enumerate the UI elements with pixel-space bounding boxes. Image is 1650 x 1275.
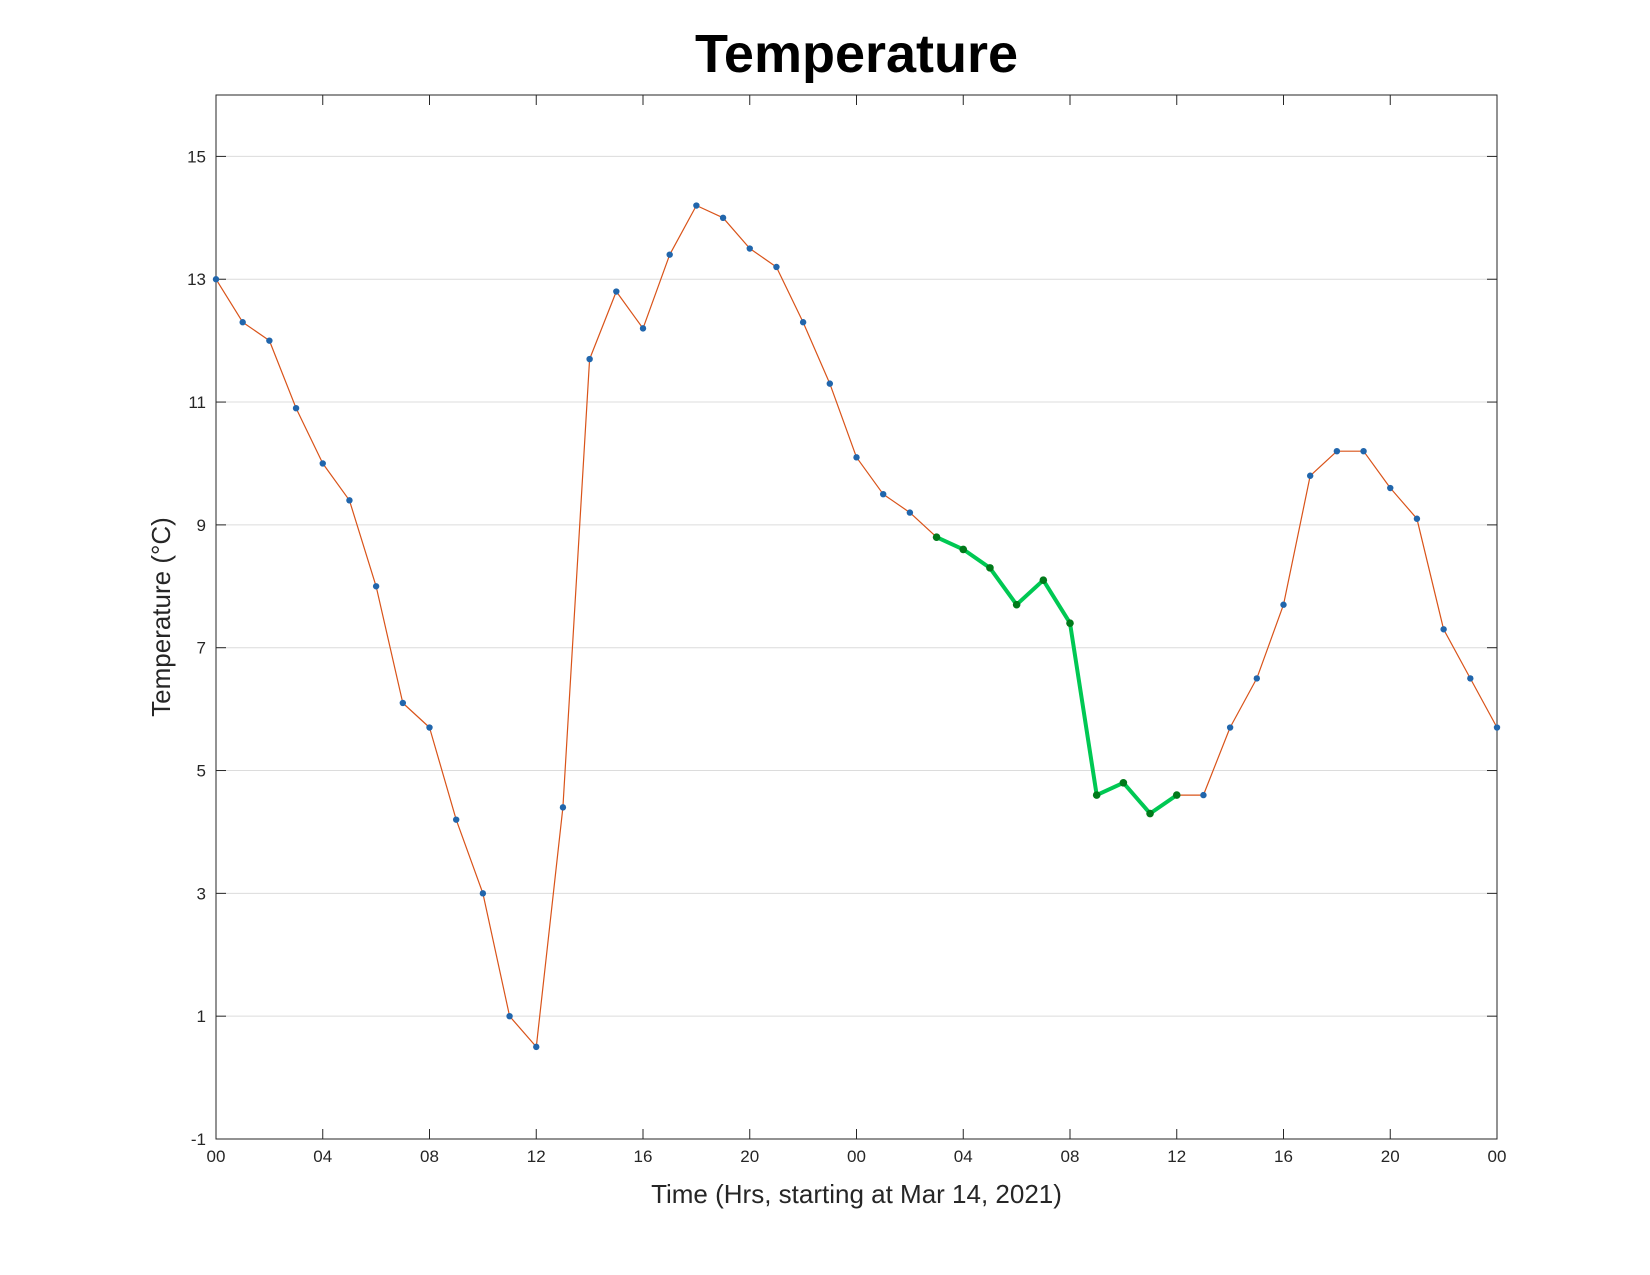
temperature-data-point <box>1226 724 1234 731</box>
temperature-data-point <box>719 214 727 222</box>
highlighted-series-line <box>934 535 1179 816</box>
temperature-data-point <box>799 319 807 326</box>
temperature-data-point <box>1467 675 1474 682</box>
highlighted-data-point <box>959 545 968 554</box>
highlighted-data-point <box>1146 809 1154 818</box>
temperature-data-point <box>506 1012 513 1020</box>
temperature-data-point <box>1306 472 1314 479</box>
x-tick-label: 20 <box>740 1147 759 1166</box>
temperature-data-point <box>292 405 300 412</box>
y-tick-label: 11 <box>188 393 206 412</box>
y-tick-label: 15 <box>187 147 206 166</box>
y-tick-label: 1 <box>197 1007 206 1026</box>
temperature-data-point <box>1493 724 1501 731</box>
x-tick-label: 08 <box>1061 1147 1080 1166</box>
temperature-data-point <box>773 263 780 271</box>
grid-lines <box>216 155 1497 1017</box>
highlighted-data-point <box>986 564 994 572</box>
highlighted-data-point <box>1012 600 1021 609</box>
y-tick-label: 3 <box>197 884 206 903</box>
y-tick-label: 9 <box>197 516 206 535</box>
temperature-data-point <box>1333 447 1341 455</box>
temperature-data-point <box>1413 515 1421 522</box>
x-tick-label: 20 <box>1381 1147 1400 1166</box>
x-tick-label: 16 <box>634 1147 653 1166</box>
highlighted-data-point <box>1119 779 1128 787</box>
x-tick-label: 04 <box>313 1147 332 1166</box>
temperature-data-point <box>1253 675 1261 682</box>
x-tick-label: 12 <box>1167 1147 1186 1166</box>
temperature-data-point <box>319 460 326 467</box>
x-tick-label: 00 <box>207 1147 226 1166</box>
temperature-data-point <box>533 1043 540 1051</box>
x-tick-label: 00 <box>847 1147 866 1166</box>
temperature-data-point <box>639 325 647 332</box>
temperature-data-point <box>372 583 380 590</box>
temperature-data-point <box>426 724 433 731</box>
y-tick-label: 13 <box>187 270 206 289</box>
temperature-data-point <box>586 355 593 363</box>
temperature-data-point <box>853 454 860 461</box>
x-tick-label: 04 <box>954 1147 973 1166</box>
highlighted-data-point <box>932 533 941 541</box>
temperature-data-point <box>1360 447 1367 455</box>
temperature-data-point <box>266 337 273 344</box>
temperature-data-point <box>826 380 834 387</box>
highlighted-data-point <box>1039 576 1048 584</box>
x-axis-title: Time (Hrs, starting at Mar 14, 2021) <box>651 1179 1062 1209</box>
temperature-data-point <box>879 490 887 498</box>
temperature-data-point <box>906 509 914 516</box>
data-series <box>212 202 1501 1051</box>
y-tick-label: 7 <box>197 639 206 658</box>
temperature-data-point <box>399 699 407 707</box>
temperature-data-point <box>693 202 700 209</box>
highlighted-data-point <box>1172 791 1181 799</box>
temperature-data-point <box>239 319 246 326</box>
temperature-data-point <box>1387 484 1394 492</box>
temperature-data-point <box>212 276 220 283</box>
x-tick-label: 12 <box>527 1147 546 1166</box>
highlighted-data-point <box>1092 791 1101 799</box>
temperature-data-point <box>746 245 753 252</box>
temperature-data-point <box>346 497 353 504</box>
x-tick-label: 08 <box>420 1147 439 1166</box>
chart-title: Temperature <box>695 24 1018 84</box>
y-axis-title: Temperature (°C) <box>146 517 176 717</box>
temperature-data-point <box>613 288 620 295</box>
temperature-data-point <box>559 804 567 811</box>
x-tick-label: 00 <box>1488 1147 1507 1166</box>
temperature-data-point <box>1200 791 1207 799</box>
temperature-data-point <box>1280 601 1287 608</box>
highlighted-data-point <box>1066 619 1074 627</box>
temperature-data-point <box>666 251 673 258</box>
x-tick-label: 16 <box>1274 1147 1293 1166</box>
temperature-data-point <box>452 816 460 823</box>
temperature-data-point <box>1440 626 1447 633</box>
temperature-data-point <box>479 890 487 897</box>
y-tick-label: -1 <box>191 1130 206 1149</box>
y-tick-label: 5 <box>197 762 206 781</box>
